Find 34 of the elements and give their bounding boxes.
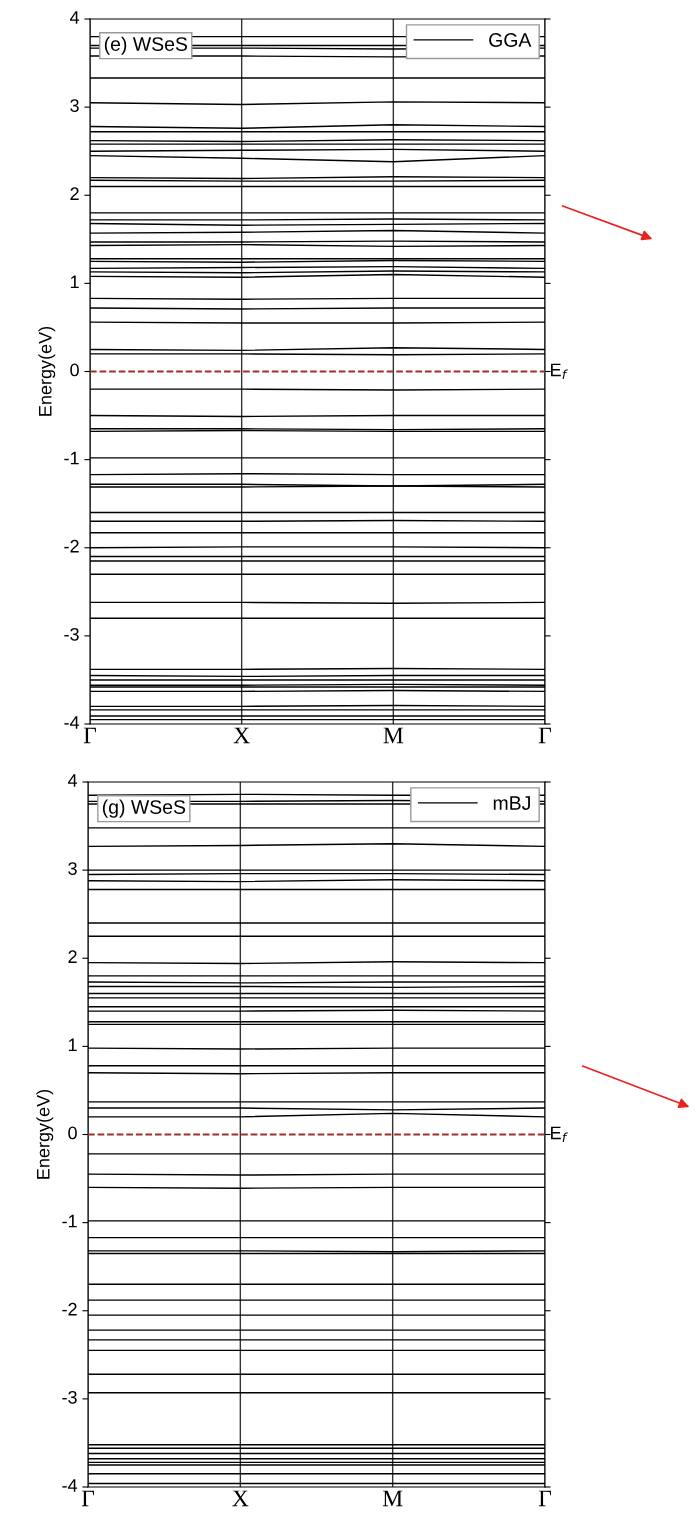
x-tick-label: M <box>382 1490 403 1507</box>
y-tick-label: 3 <box>68 862 77 875</box>
annotation: (e) WSeS <box>104 36 188 55</box>
x-tick-label: M <box>383 727 404 744</box>
x-tick-label: Γ <box>538 1490 552 1507</box>
y-tick-label: -3 <box>64 627 79 641</box>
x-tick-label: Γ <box>81 1490 95 1507</box>
y-tick-label: 4 <box>67 774 78 787</box>
y-tick-label: 4 <box>69 11 80 24</box>
y-tick-label: 0 <box>70 363 79 377</box>
y-tick-label: -4 <box>62 1479 78 1492</box>
y-tick-label: -2 <box>62 1302 77 1316</box>
y-tick-label: -4 <box>64 716 80 729</box>
legend-label: mBJ <box>493 796 530 810</box>
y-tick-label: 2 <box>68 950 77 963</box>
y-tick-label: -1 <box>64 451 79 465</box>
x-tick-label: Γ <box>538 727 552 744</box>
y-tick-label: 1 <box>68 1038 77 1052</box>
ref-line-label: E$_{f}$ <box>551 363 568 380</box>
y-tick-label: -3 <box>62 1390 77 1404</box>
annotation: (g) WSeS <box>102 799 186 818</box>
legend-label: GGA <box>489 33 532 47</box>
y-tick-label: -2 <box>64 539 79 553</box>
x-tick-label: X <box>233 727 250 744</box>
y-axis-title: Energy(eV) <box>36 1089 54 1179</box>
y-tick-label: 2 <box>70 187 79 200</box>
x-tick-label: X <box>232 1490 249 1507</box>
y-tick-label: -1 <box>62 1214 77 1228</box>
y-tick-label: 0 <box>68 1126 77 1140</box>
y-tick-label: 3 <box>70 99 79 112</box>
y-tick-label: 1 <box>70 275 79 289</box>
x-tick-label: Γ <box>83 727 97 744</box>
y-axis-title: Energy(eV) <box>38 326 56 416</box>
ref-line-label: E$_{f}$ <box>551 1126 568 1143</box>
